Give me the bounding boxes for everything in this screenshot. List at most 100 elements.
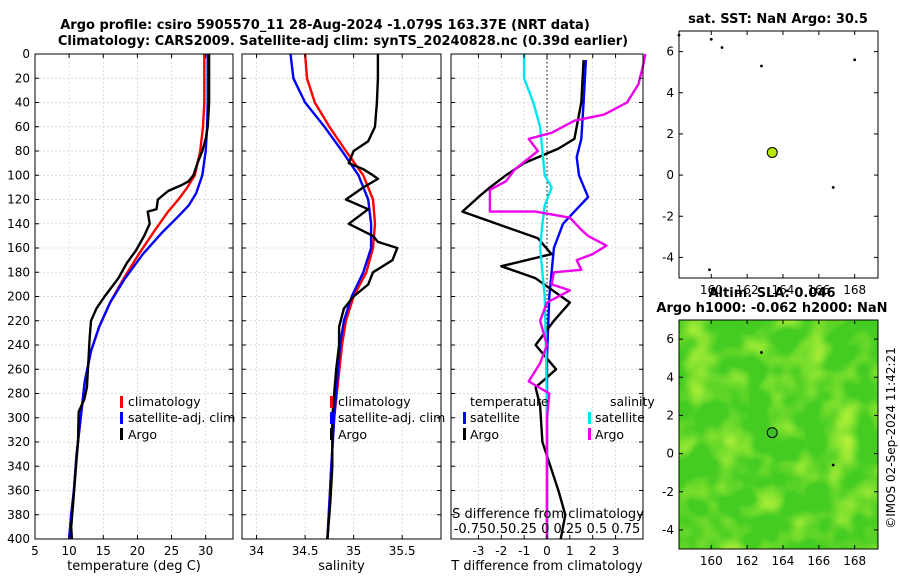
y-tick-label: 220 (7, 314, 30, 328)
difference-panel: -3 -2 -1 0 1 2 3T difference from climatology (450, 53, 647, 574)
y-tick-label: 140 (7, 217, 30, 231)
x-tick-label: 15 (96, 544, 111, 558)
map-x-tick-label: 162 (736, 554, 759, 568)
imos-stamp: ©IMOS 02-Sep-2024 11:42:21 (884, 347, 898, 529)
map-x-tick-label: 164 (772, 283, 795, 297)
legend-t-argo-swatch (463, 428, 466, 440)
altimetry-map-panel: -4 -2 0 2 4 6 160 162 164 166 168 (662, 319, 879, 568)
salinity-legend: climatology satellite-adj. clim Argo (330, 394, 445, 442)
map-x-tick-label: 160 (700, 283, 723, 297)
x-tick-label: 35 (346, 544, 361, 558)
y-tick-label: 40 (15, 96, 30, 110)
x-tick-label: -2 (495, 544, 507, 558)
island-dot (709, 37, 713, 41)
y-tick-label: 0 (22, 47, 30, 61)
map-y-tick-label: 6 (666, 45, 674, 59)
legend-temperature-header: temperature (470, 394, 549, 409)
map-x-tick-label: 162 (736, 283, 759, 297)
sla-field-texture (679, 320, 878, 549)
diff-top-axis-label: S difference from climatology (452, 507, 644, 522)
argo-position-marker (766, 146, 778, 158)
series-line-satellite-adj-clim (289, 53, 373, 540)
map-x-tick-label: 160 (700, 554, 723, 568)
map-x-tick-label: 168 (843, 554, 866, 568)
series-line-salinity-satellite (522, 54, 553, 539)
x-tick-label: 5 (31, 544, 39, 558)
argo-position-marker (766, 427, 778, 439)
map-y-tick-label: 0 (666, 447, 674, 461)
y-tick-label: 280 (7, 387, 30, 401)
legend-climatology-swatch (330, 396, 333, 408)
series-line-satellite-adj-clim (67, 54, 209, 540)
map-y-tick-label: -2 (662, 485, 674, 499)
legend-argo-label: Argo (338, 427, 367, 442)
diff-top-tick-labels: -0.750.50.25 0 0.25 0.5 0.75 (454, 522, 641, 537)
map-x-tick-label: 164 (772, 554, 795, 568)
y-tick-label: 260 (7, 362, 30, 376)
legend-satellite-label: satellite-adj. clim (338, 410, 445, 425)
island-dot (720, 46, 724, 49)
y-tick-label: 60 (15, 120, 30, 134)
legend-s-argo-label: Argo (595, 427, 624, 442)
x-axis-label: temperature (deg C) (67, 559, 201, 574)
x-tick-label: 25 (164, 544, 179, 558)
series-line-temperature-satellite (545, 60, 590, 539)
y-tick-label: 100 (7, 168, 30, 182)
map-y-tick-label: 0 (666, 168, 674, 182)
map-y-tick-label: 2 (666, 127, 674, 141)
legend-t-argo-label: Argo (470, 427, 499, 442)
legend-s-satellite-label: satellite (595, 410, 645, 425)
map-x-tick-label: 168 (843, 283, 866, 297)
series-line-argo (70, 54, 211, 540)
legend-s-satellite-swatch (588, 412, 591, 424)
map-y-tick-label: -4 (662, 523, 674, 537)
legend-t-satellite-label: satellite (470, 410, 520, 425)
x-tick-label: 35.5 (389, 544, 416, 558)
map-frame (678, 30, 879, 279)
x-tick-label: 3 (612, 544, 620, 558)
legend-s-argo-swatch (588, 428, 591, 440)
salinity-panel: 34 34.5 35 35.5 salinity (241, 53, 442, 574)
y-tick-label: 320 (7, 435, 30, 449)
altim-map-title-line2: Argo h1000: -0.062 h2000: NaN (656, 301, 887, 316)
y-tick-label: 180 (7, 265, 30, 279)
map-y-tick-label: 4 (666, 370, 674, 384)
y-tick-label: 360 (7, 484, 30, 498)
legend-climatology-label: climatology (128, 394, 201, 409)
series-line-argo (326, 54, 399, 540)
x-tick-label: 0 (543, 544, 551, 558)
y-tick-label: 400 (7, 532, 30, 546)
y-tick-label: 240 (7, 338, 30, 352)
sst-map-title: sat. SST: NaN Argo: 30.5 (688, 12, 868, 27)
map-y-tick-label: 6 (666, 332, 674, 346)
legend-satellite-label: satellite-adj. clim (128, 410, 235, 425)
y-tick-label: 160 (7, 241, 30, 255)
y-tick-label: 200 (7, 290, 30, 304)
series-line-temperature-argo (461, 60, 585, 540)
x-tick-label: 2 (589, 544, 597, 558)
temperature-panel: 0 20 40 60 80 100 120 140 160 180 200 220 240 260 280 3… (7, 47, 234, 574)
y-tick-label: 20 (15, 71, 30, 85)
map-y-tick-label: -2 (662, 209, 674, 223)
island-dot (831, 463, 835, 467)
x-tick-label: 1 (566, 544, 574, 558)
x-tick-label: -1 (518, 544, 530, 558)
island-dot (760, 351, 763, 354)
y-tick-label: 300 (7, 411, 30, 425)
x-tick-label: -3 (472, 544, 484, 558)
series-line-salinity-argo (488, 53, 647, 539)
x-axis-label: T difference from climatology (450, 559, 643, 574)
map-background (679, 31, 878, 278)
y-tick-label: 120 (7, 193, 30, 207)
legend-satellite-swatch (120, 412, 123, 424)
island-dot (708, 268, 711, 272)
temperature-legend: climatology satellite-adj. clim Argo (120, 394, 235, 442)
legend-salinity-header: salinity (610, 394, 655, 409)
y-tick-label: 380 (7, 508, 30, 522)
x-tick-label: 10 (61, 544, 76, 558)
legend-argo-swatch (330, 428, 333, 440)
x-tick-label: 20 (130, 544, 145, 558)
map-x-tick-label: 166 (807, 283, 830, 297)
legend-satellite-swatch (330, 412, 333, 424)
